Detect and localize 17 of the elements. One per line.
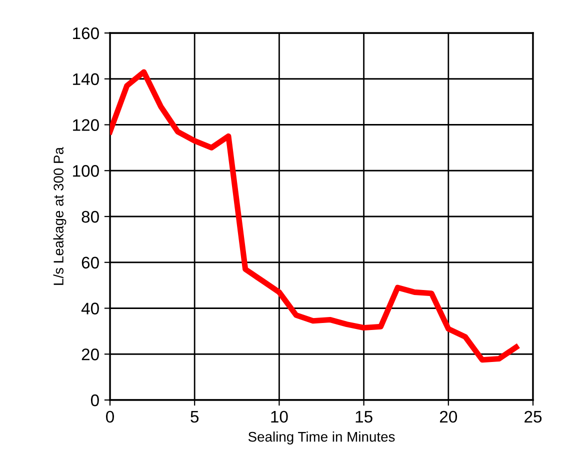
y-tick-label: 160 <box>73 27 99 40</box>
x-axis-title: Sealing Time in Minutes <box>248 432 395 444</box>
x-tick-label: 25 <box>524 410 542 423</box>
x-tick-label: 20 <box>440 410 458 423</box>
x-tick-label: 10 <box>271 410 288 423</box>
y-tick-label: 0 <box>90 394 99 406</box>
y-tick-label: 100 <box>73 165 99 177</box>
y-tick-label: 20 <box>82 348 99 360</box>
x-tick-label: 15 <box>356 411 372 423</box>
y-tick-label: 40 <box>81 302 99 314</box>
x-tick-label: 5 <box>190 411 199 423</box>
y-tick-label: 80 <box>82 210 99 223</box>
y-tick-label: 120 <box>73 119 99 131</box>
y-tick-label: 140 <box>73 73 99 86</box>
y-axis-title: L/s Leakage at 300 Pa <box>53 146 66 285</box>
y-tick-label: 60 <box>82 256 99 269</box>
x-tick-label: 0 <box>106 410 114 423</box>
